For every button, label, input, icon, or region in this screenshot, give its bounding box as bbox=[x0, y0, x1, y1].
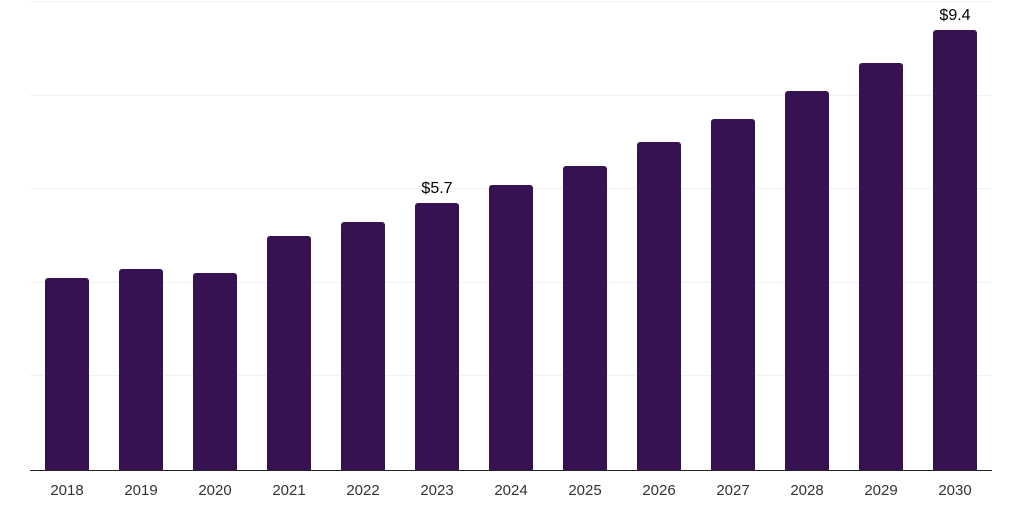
bar-2029 bbox=[859, 62, 903, 470]
bar-2028 bbox=[785, 90, 829, 470]
x-tick-label-2026: 2026 bbox=[642, 482, 676, 499]
bar-2018 bbox=[45, 278, 89, 470]
bar-slot-2024 bbox=[474, 2, 548, 470]
bar-slot-2021 bbox=[252, 2, 326, 470]
bar-2019 bbox=[119, 268, 163, 470]
bar-slot-2023: $5.7 bbox=[400, 2, 474, 470]
x-tick-label-2028: 2028 bbox=[790, 482, 824, 499]
bar-2024 bbox=[489, 184, 533, 470]
bar-slot-2027 bbox=[696, 2, 770, 470]
x-axis-labels: 2018 2019 2020 2021 2022 2023 2024 2025 2026 2027… bbox=[30, 482, 992, 500]
bar-value-label-2030: $9.4 bbox=[939, 7, 971, 25]
gridline-y-8 bbox=[30, 94, 992, 96]
x-tick-label-2023: 2023 bbox=[420, 482, 454, 499]
bar-slot-2020 bbox=[178, 2, 252, 470]
bar-slot-2025 bbox=[548, 2, 622, 470]
bar-slot-2019 bbox=[104, 2, 178, 470]
plot-area: $5.7 $9.4 bbox=[30, 1, 992, 471]
x-tick-label-2018: 2018 bbox=[50, 482, 84, 499]
bar-2022 bbox=[341, 221, 385, 470]
bar-slot-2030: $9.4 bbox=[918, 2, 992, 470]
bar-2023: $5.7 bbox=[415, 181, 459, 470]
bar-2021 bbox=[267, 236, 311, 470]
bar-slot-2029 bbox=[844, 2, 918, 470]
gridline-y-10 bbox=[30, 1, 992, 2]
bar-slot-2028 bbox=[770, 2, 844, 470]
bar-2030: $9.4 bbox=[933, 8, 977, 470]
x-tick-label-2022: 2022 bbox=[346, 482, 380, 499]
x-tick-label-2020: 2020 bbox=[198, 482, 232, 499]
bar-2027 bbox=[711, 119, 755, 470]
bar-2026 bbox=[637, 142, 681, 470]
x-tick-label-2030: 2030 bbox=[938, 482, 972, 499]
x-tick-label-2025: 2025 bbox=[568, 482, 602, 499]
bar-slot-2022 bbox=[326, 2, 400, 470]
bar-2020 bbox=[193, 273, 237, 470]
x-tick-label-2024: 2024 bbox=[494, 482, 528, 499]
bar-2025 bbox=[563, 165, 607, 470]
x-tick-label-2019: 2019 bbox=[124, 482, 158, 499]
bar-slot-2026 bbox=[622, 2, 696, 470]
x-tick-label-2021: 2021 bbox=[272, 482, 306, 499]
x-tick-label-2029: 2029 bbox=[864, 482, 898, 499]
bars-container: $5.7 $9.4 bbox=[30, 2, 992, 470]
x-tick-label-2027: 2027 bbox=[716, 482, 750, 499]
bar-slot-2018 bbox=[30, 2, 104, 470]
bar-value-label-2023: $5.7 bbox=[421, 180, 453, 198]
